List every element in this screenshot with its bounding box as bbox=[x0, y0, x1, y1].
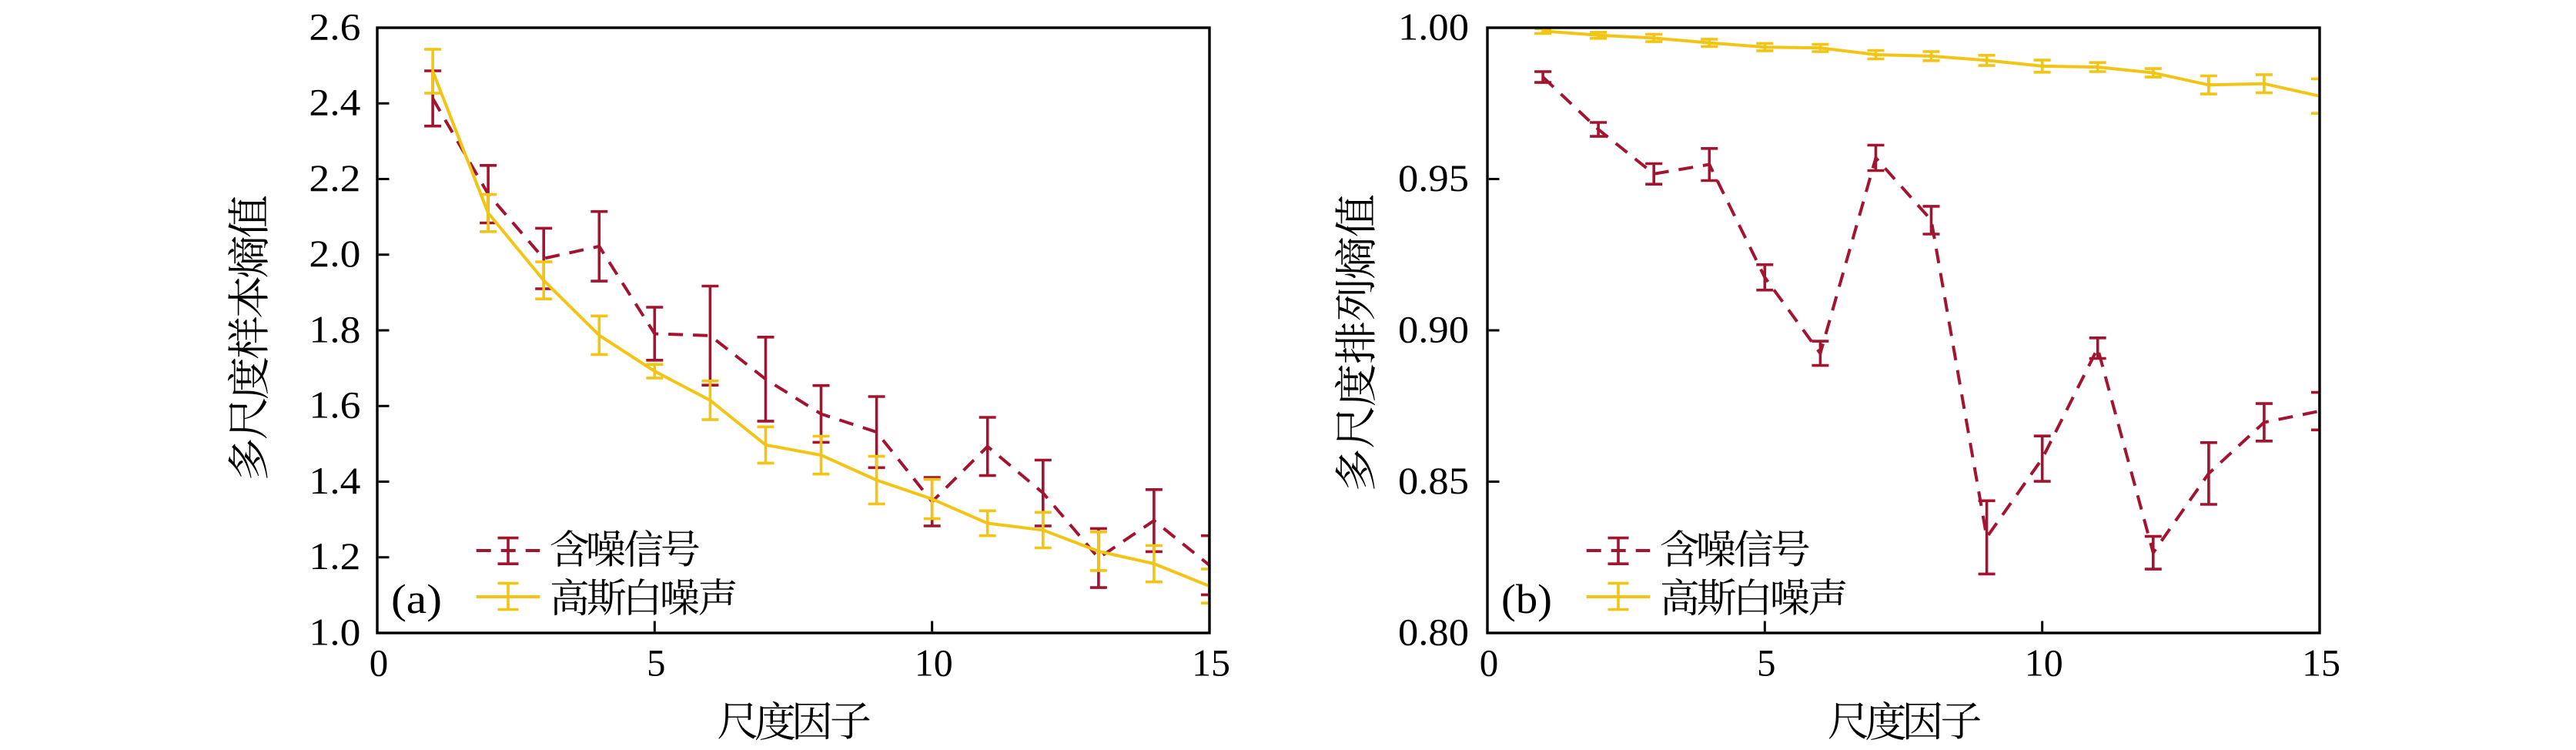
svg-text:15: 15 bbox=[1192, 641, 1230, 685]
svg-text:5: 5 bbox=[1757, 641, 1776, 685]
svg-text:0: 0 bbox=[1480, 641, 1499, 685]
svg-text:1.8: 1.8 bbox=[309, 307, 360, 350]
svg-text:0.90: 0.90 bbox=[1398, 307, 1469, 350]
svg-text:2.0: 2.0 bbox=[309, 232, 360, 275]
svg-text:2.6: 2.6 bbox=[309, 5, 360, 48]
svg-text:2.4: 2.4 bbox=[309, 81, 360, 124]
svg-text:10: 10 bbox=[2025, 641, 2063, 685]
svg-text:0.95: 0.95 bbox=[1398, 156, 1469, 199]
svg-text:1.00: 1.00 bbox=[1398, 5, 1469, 48]
svg-text:(b): (b) bbox=[1501, 576, 1552, 622]
svg-text:(a): (a) bbox=[391, 576, 442, 622]
svg-text:5: 5 bbox=[647, 641, 666, 685]
svg-text:10: 10 bbox=[915, 641, 953, 685]
svg-text:1.4: 1.4 bbox=[309, 459, 360, 502]
svg-text:15: 15 bbox=[2302, 641, 2340, 685]
svg-text:0: 0 bbox=[370, 641, 389, 685]
svg-text:1.2: 1.2 bbox=[309, 534, 360, 578]
svg-text:0.80: 0.80 bbox=[1398, 610, 1469, 653]
svg-text:0.85: 0.85 bbox=[1398, 459, 1469, 502]
svg-text:1.6: 1.6 bbox=[309, 383, 360, 427]
svg-text:1.0: 1.0 bbox=[309, 610, 360, 653]
svg-text:2.2: 2.2 bbox=[309, 156, 360, 199]
